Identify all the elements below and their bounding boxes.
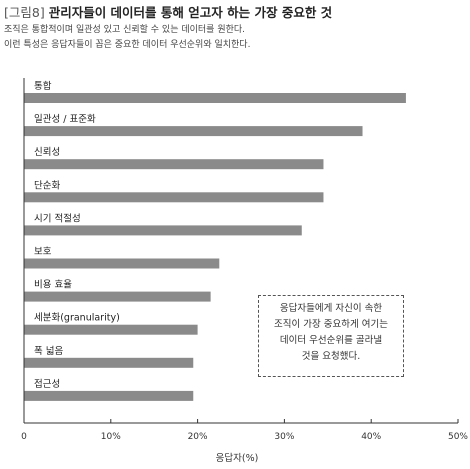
category-label: 세분화(granularity) [34, 313, 120, 324]
bar [24, 159, 324, 170]
figure-tag: [그림8] [4, 5, 45, 20]
bar [24, 225, 302, 236]
bar [24, 291, 211, 302]
x-tick-label: 20% [188, 432, 208, 442]
category-label: 단순화 [34, 180, 60, 191]
category-label: 폭 넓음 [34, 346, 63, 357]
x-tick-label: 0 [21, 432, 27, 442]
category-label: 신뢰성 [34, 147, 60, 158]
category-label: 일관성 / 표준화 [34, 114, 96, 125]
bar [24, 258, 220, 269]
category-label: 비용 효율 [34, 280, 72, 291]
x-axis-title: 응답자(%) [216, 452, 259, 464]
bar [24, 390, 194, 401]
callout-line-2: 조직이 가장 중요하게 여기는 [274, 319, 388, 330]
bar [24, 357, 194, 368]
callout-box: 응답자들에게 자신이 속한 조직이 가장 중요하게 여기는 데이터 우선순위를 … [258, 295, 404, 377]
category-label: 보호 [34, 247, 52, 258]
bar [24, 93, 406, 103]
category-label: 접근성 [34, 378, 60, 390]
chart-title: [그림8] 관리자들이 데이터를 통해 얻고자 하는 가장 중요한 것 [4, 4, 466, 22]
x-tick-label: 10% [101, 432, 121, 442]
x-tick-label: 50% [448, 432, 468, 442]
category-label: 통합 [34, 81, 52, 92]
bar [24, 192, 324, 203]
bar [24, 324, 198, 335]
description-line-2: 이런 특성은 응답자들이 꼽은 중요한 데이터 우선순위와 일치한다. [4, 40, 251, 50]
callout-line-4: 것을 요청했다. [301, 351, 361, 362]
description-line-1: 조직은 통합적이며 일관성 있고 신뢰할 수 있는 데이터를 원한다. [4, 25, 246, 35]
bar [24, 126, 363, 137]
callout-line-1: 응답자들에게 자신이 속한 [279, 303, 383, 314]
callout-line-3: 데이터 우선순위를 골라낼 [279, 335, 383, 346]
chart-header: [그림8] 관리자들이 데이터를 통해 얻고자 하는 가장 중요한 것 조직은 … [4, 4, 466, 52]
category-label: 시기 적절성 [34, 212, 81, 224]
x-tick-label: 40% [361, 432, 381, 442]
x-tick-label: 30% [274, 432, 294, 442]
title-text: 관리자들이 데이터를 통해 얻고자 하는 가장 중요한 것 [48, 5, 333, 20]
